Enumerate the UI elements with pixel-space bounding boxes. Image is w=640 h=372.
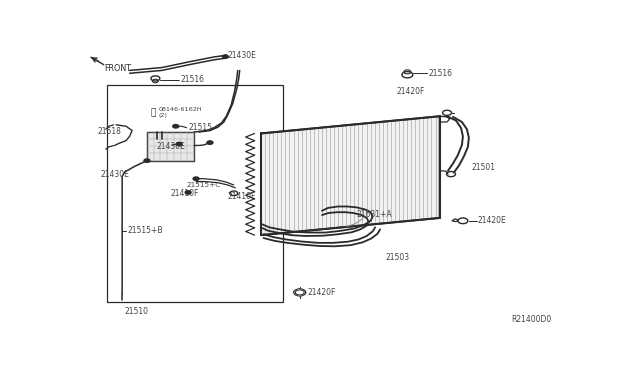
Text: 21631+A: 21631+A: [356, 210, 392, 219]
Text: 21410F: 21410F: [171, 189, 199, 198]
Text: R21400D0: R21400D0: [511, 315, 551, 324]
Text: 21430E: 21430E: [227, 51, 256, 60]
Text: 21516: 21516: [180, 75, 205, 84]
Polygon shape: [261, 116, 440, 235]
Circle shape: [295, 290, 304, 295]
Text: 21510: 21510: [125, 307, 148, 315]
Text: 21410F: 21410F: [228, 192, 256, 201]
Text: 21420E: 21420E: [478, 216, 506, 225]
Text: FRONT: FRONT: [104, 64, 131, 74]
Text: 21420F: 21420F: [307, 288, 335, 297]
Bar: [147, 132, 194, 161]
Text: 21420F: 21420F: [396, 87, 425, 96]
Text: 21430E: 21430E: [101, 170, 130, 179]
Circle shape: [173, 125, 179, 128]
Text: 21430E: 21430E: [157, 142, 186, 151]
Circle shape: [193, 177, 199, 180]
Text: 21503: 21503: [385, 253, 409, 262]
Text: 21515+C: 21515+C: [186, 182, 220, 188]
Circle shape: [176, 142, 182, 146]
Text: 21516: 21516: [429, 69, 452, 78]
Circle shape: [144, 159, 150, 162]
Text: 21515+B: 21515+B: [127, 226, 163, 235]
Circle shape: [185, 191, 191, 194]
Text: 21501: 21501: [472, 163, 496, 172]
Bar: [108, 85, 284, 302]
Text: 21515: 21515: [188, 123, 212, 132]
Text: 08146-6162H
(2): 08146-6162H (2): [158, 108, 202, 118]
Text: 21518: 21518: [97, 126, 121, 136]
Circle shape: [222, 55, 228, 58]
Text: Ⓑ: Ⓑ: [151, 108, 156, 117]
Circle shape: [207, 141, 213, 144]
